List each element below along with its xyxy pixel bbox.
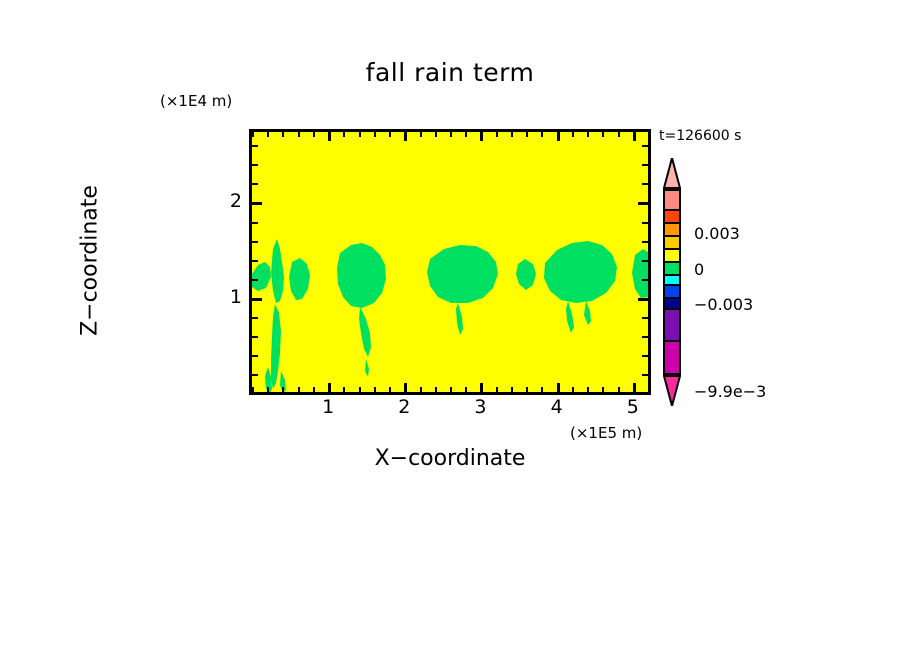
y-axis-units-label: (×1E4 m): [160, 92, 233, 110]
x-tick-label: 3: [474, 396, 487, 418]
colorbar-overflow-bottom: [663, 375, 681, 406]
colorbar-band: [665, 262, 679, 276]
plot-area: [252, 131, 648, 393]
x-tick-label: 4: [550, 396, 563, 418]
colorbar-label: −0.003: [694, 295, 754, 314]
colorbar-band: [665, 223, 679, 237]
colorbar-label: −9.9e−3: [694, 382, 767, 401]
y-tick-label: 2: [229, 190, 242, 213]
colorbar-band: [665, 191, 679, 212]
colorbar-band: [665, 285, 679, 299]
colorbar-band: [665, 249, 679, 263]
time-annotation: t=126600 s: [659, 128, 742, 144]
x-axis-line: [249, 392, 651, 395]
x-tick-label: 2: [398, 396, 411, 418]
colorbar: [661, 158, 683, 406]
plot-top-edge: [249, 129, 651, 132]
colorbar-label: 0.003: [694, 224, 740, 243]
colorbar-band: [665, 298, 679, 310]
page-title: fall rain term: [365, 58, 535, 87]
colorbar-band: [665, 236, 679, 250]
plot-right-edge: [648, 129, 651, 395]
x-axis-units-label: (×1E5 m): [570, 424, 643, 442]
x-tick-label: 5: [626, 396, 639, 418]
colorbar-bands: [663, 189, 681, 375]
y-tick-label: 1: [229, 285, 242, 308]
y-axis-title: Z−coordinate: [77, 185, 103, 336]
colorbar-band: [665, 211, 679, 224]
colorbar-band: [665, 309, 679, 342]
colorbar-overflow-top: [663, 158, 681, 189]
x-axis-title: X−coordinate: [374, 446, 526, 471]
y-axis-line: [249, 129, 252, 395]
x-tick-label: 1: [322, 396, 335, 418]
rain-regions: [252, 239, 648, 393]
heatmap-field: [252, 131, 648, 393]
colorbar-label: 0: [694, 260, 705, 279]
colorbar-band: [665, 275, 679, 286]
colorbar-band: [665, 341, 679, 373]
